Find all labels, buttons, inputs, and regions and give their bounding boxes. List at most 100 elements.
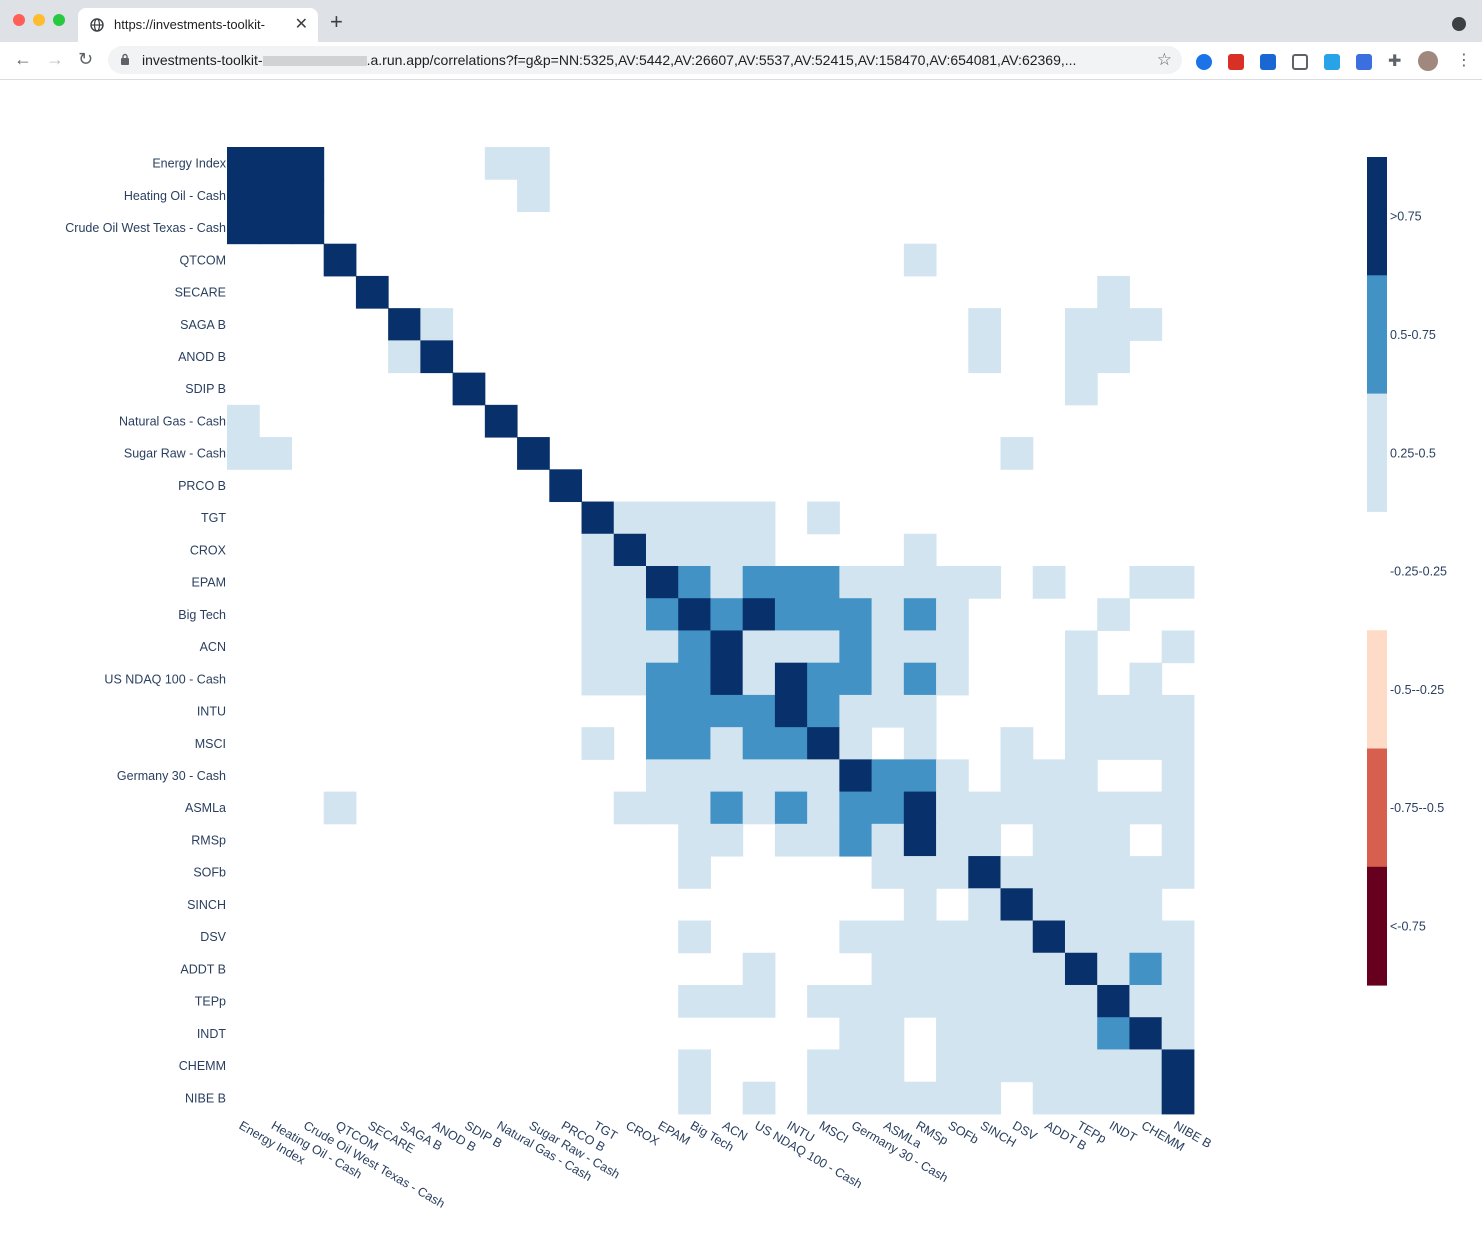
heatmap-cell[interactable]	[1064, 662, 1098, 696]
heatmap-cell[interactable]	[1129, 856, 1163, 889]
heatmap-cell[interactable]	[710, 501, 744, 535]
heatmap-cell[interactable]	[742, 1081, 776, 1115]
heatmap-cell[interactable]	[1064, 340, 1098, 374]
heatmap-cell[interactable]	[291, 211, 325, 245]
heatmap-cell[interactable]	[517, 147, 550, 180]
heatmap-cell[interactable]	[1097, 1017, 1130, 1050]
heatmap-cell[interactable]	[420, 308, 454, 341]
heatmap-cell[interactable]	[1064, 984, 1098, 1018]
heatmap-cell[interactable]	[1000, 856, 1034, 889]
heatmap-cell[interactable]	[710, 630, 744, 664]
heatmap-cell[interactable]	[903, 920, 937, 954]
heatmap-cell[interactable]	[839, 920, 873, 954]
heatmap-cell[interactable]	[936, 791, 969, 825]
heatmap-cell[interactable]	[871, 952, 905, 986]
heatmap-cell[interactable]	[1161, 1049, 1195, 1083]
heatmap-cell[interactable]	[484, 404, 518, 438]
heatmap-cell[interactable]	[807, 694, 840, 728]
extension-icon-6[interactable]	[1356, 54, 1372, 70]
heatmap-cell[interactable]	[227, 404, 260, 438]
heatmap-cell[interactable]	[742, 791, 776, 825]
heatmap-cell[interactable]	[936, 662, 969, 696]
heatmap-cell[interactable]	[613, 662, 647, 696]
heatmap-cell[interactable]	[1000, 727, 1034, 760]
heatmap-cell[interactable]	[839, 759, 873, 793]
heatmap-cell[interactable]	[1000, 791, 1034, 825]
heatmap-cell[interactable]	[1032, 791, 1066, 825]
heatmap-cell[interactable]	[678, 856, 711, 889]
heatmap-cell[interactable]	[1161, 759, 1195, 793]
heatmap-cell[interactable]	[355, 275, 389, 309]
heatmap-cell[interactable]	[1097, 791, 1130, 825]
star-icon[interactable]: ☆	[1156, 50, 1172, 69]
heatmap-cell[interactable]	[742, 727, 776, 760]
heatmap-cell[interactable]	[742, 984, 776, 1018]
heatmap-cell[interactable]	[871, 565, 905, 599]
heatmap-cell[interactable]	[968, 1017, 1002, 1050]
heatmap-cell[interactable]	[678, 920, 711, 954]
heatmap-cell[interactable]	[968, 1081, 1002, 1115]
heatmap-cell[interactable]	[903, 952, 937, 986]
heatmap-cell[interactable]	[1129, 984, 1163, 1018]
maximize-window-button[interactable]	[53, 14, 65, 26]
heatmap-cell[interactable]	[1161, 791, 1195, 825]
heatmap-cell[interactable]	[517, 437, 550, 470]
heatmap-cell[interactable]	[1129, 791, 1163, 825]
heatmap-cell[interactable]	[742, 694, 776, 728]
puzzle-icon[interactable]: ✚	[1388, 53, 1402, 70]
heatmap-cell[interactable]	[807, 791, 840, 825]
heatmap-cell[interactable]	[774, 565, 808, 599]
heatmap-cell[interactable]	[903, 759, 937, 793]
heatmap-cell[interactable]	[710, 662, 744, 696]
heatmap-cell[interactable]	[613, 630, 647, 664]
heatmap-cell[interactable]	[968, 340, 1002, 374]
heatmap-cell[interactable]	[968, 1049, 1002, 1083]
heatmap-cell[interactable]	[1161, 856, 1195, 889]
heatmap-cell[interactable]	[774, 694, 808, 728]
heatmap-cell[interactable]	[807, 759, 840, 793]
heatmap-cell[interactable]	[742, 952, 776, 986]
heatmap-cell[interactable]	[1064, 920, 1098, 954]
heatmap-cell[interactable]	[1129, 952, 1163, 986]
heatmap-cell[interactable]	[1032, 920, 1066, 954]
minimize-window-button[interactable]	[33, 14, 45, 26]
heatmap-cell[interactable]	[1129, 662, 1163, 696]
heatmap-cell[interactable]	[968, 565, 1002, 599]
heatmap-cell[interactable]	[871, 759, 905, 793]
heatmap-cell[interactable]	[1161, 694, 1195, 728]
heatmap-cell[interactable]	[936, 920, 969, 954]
extension-icon-1[interactable]	[1196, 54, 1212, 70]
heatmap-cell[interactable]	[1161, 565, 1195, 599]
heatmap-cell[interactable]	[678, 630, 711, 664]
heatmap-cell[interactable]	[323, 791, 357, 825]
heatmap-cell[interactable]	[1161, 727, 1195, 760]
heatmap-cell[interactable]	[1032, 759, 1066, 793]
heatmap-cell[interactable]	[807, 823, 840, 857]
heatmap-cell[interactable]	[645, 727, 679, 760]
heatmap-cell[interactable]	[1064, 1049, 1098, 1083]
heatmap-cell[interactable]	[903, 694, 937, 728]
heatmap-cell[interactable]	[1097, 984, 1130, 1018]
address-bar[interactable]: investments-toolkit- .a.run.app/correlati…	[108, 46, 1182, 74]
heatmap-cell[interactable]	[581, 662, 615, 696]
heatmap-cell[interactable]	[903, 727, 937, 760]
heatmap-cell[interactable]	[742, 662, 776, 696]
heatmap-cell[interactable]	[678, 759, 711, 793]
heatmap-cell[interactable]	[388, 308, 421, 341]
heatmap-cell[interactable]	[613, 598, 647, 631]
heatmap-cell[interactable]	[259, 211, 292, 245]
heatmap-cell[interactable]	[1032, 856, 1066, 889]
heatmap-cell[interactable]	[807, 630, 840, 664]
heatmap-cell[interactable]	[807, 598, 840, 631]
heatmap-cell[interactable]	[839, 598, 873, 631]
heatmap-cell[interactable]	[1097, 920, 1130, 954]
heatmap-cell[interactable]	[839, 791, 873, 825]
heatmap-cell[interactable]	[259, 147, 292, 180]
heatmap-cell[interactable]	[1032, 565, 1066, 599]
heatmap-cell[interactable]	[774, 630, 808, 664]
heatmap-cell[interactable]	[645, 759, 679, 793]
heatmap-cell[interactable]	[1129, 727, 1163, 760]
heatmap-cell[interactable]	[1161, 984, 1195, 1018]
heatmap-cell[interactable]	[678, 598, 711, 631]
heatmap-cell[interactable]	[484, 147, 518, 180]
